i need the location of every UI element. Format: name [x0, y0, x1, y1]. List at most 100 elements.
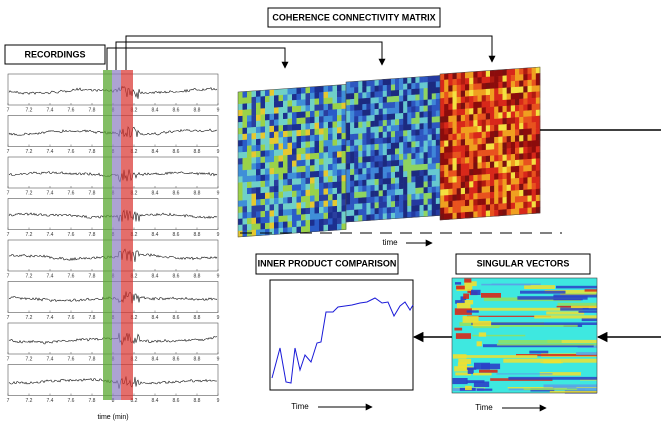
matrix-cell: [532, 177, 536, 184]
matrix-cell: [478, 211, 482, 218]
matrix-cell: [461, 90, 465, 97]
matrix-cell: [315, 147, 320, 154]
matrix-cell: [354, 192, 358, 198]
matrix-cell: [283, 203, 288, 210]
matrix-cell: [238, 128, 243, 135]
matrix-cell: [315, 195, 320, 202]
matrix-cell: [473, 163, 477, 170]
matrix-cell: [297, 184, 302, 191]
matrix-cell: [337, 109, 342, 116]
matrix-cell: [301, 148, 306, 155]
x-tick-label: 9: [217, 190, 220, 196]
matrix-cell: [461, 145, 465, 152]
matrix-cell: [247, 145, 252, 152]
matrix-cell: [424, 100, 428, 106]
matrix-cell: [270, 96, 275, 103]
matrix-cell: [358, 186, 362, 192]
matrix-cell: [346, 134, 350, 140]
matrix-cell: [536, 85, 540, 92]
matrix-cell: [379, 184, 383, 190]
matrix-cell: [498, 94, 502, 101]
matrix-cell: [319, 86, 324, 93]
matrix-cell: [494, 210, 498, 217]
x-tick-label: 7.4: [47, 232, 54, 238]
matrix-cell: [337, 121, 342, 128]
matrix-cell: [482, 126, 486, 133]
matrix-cell: [403, 84, 407, 90]
matrix-cell: [256, 175, 261, 182]
matrix-cell: [478, 181, 482, 188]
matrix-cell: [358, 168, 362, 174]
matrix-cell: [503, 148, 507, 155]
matrix-cell: [440, 147, 444, 154]
matrix-cell: [328, 140, 333, 147]
matrix-cell: [515, 135, 519, 142]
matrix-cell: [297, 130, 302, 137]
matrix-cell: [444, 128, 448, 135]
matrix-cell: [453, 85, 457, 92]
matrix-cell: [261, 169, 266, 176]
matrix-cell: [415, 100, 419, 106]
matrix-cell: [478, 199, 482, 206]
matrix-cell: [270, 180, 275, 187]
matrix-cell: [319, 219, 324, 226]
matrix-cell: [315, 141, 320, 148]
matrix-cell: [315, 225, 320, 232]
heatmap-streak: [576, 352, 597, 355]
matrix-cell: [519, 74, 523, 81]
matrix-cell: [465, 127, 469, 134]
matrix-cell: [473, 102, 477, 109]
matrix-cell: [519, 105, 523, 112]
x-tick-label: 7.6: [68, 149, 75, 155]
matrix-cell: [399, 101, 403, 107]
matrix-cell: [301, 111, 306, 118]
matrix-cell: [536, 164, 540, 171]
matrix-cell: [444, 140, 448, 147]
matrix-cell: [420, 199, 424, 205]
matrix-cell: [494, 179, 498, 186]
matrix-cell: [448, 91, 452, 98]
heatmap-streak: [474, 382, 489, 388]
matrix-cell: [407, 89, 411, 95]
matrix-cell: [333, 224, 338, 231]
matrix-cell: [490, 186, 494, 193]
matrix-cell: [358, 157, 362, 163]
matrix-cell: [283, 221, 288, 228]
matrix-cell: [383, 190, 387, 196]
matrix-cell: [507, 106, 511, 113]
matrix-cell: [310, 93, 315, 100]
matrix-cell: [375, 80, 379, 86]
matrix-cell: [319, 201, 324, 208]
matrix-cell: [391, 119, 395, 125]
matrix-cell: [256, 199, 261, 206]
matrix-cell: [482, 138, 486, 145]
matrix-cell: [490, 174, 494, 181]
matrix-cell: [507, 142, 511, 149]
matrix-cell: [283, 179, 288, 186]
matrix-cell: [306, 141, 311, 148]
matrix-cell: [274, 186, 279, 193]
matrix-cell: [274, 95, 279, 102]
matrix-cell: [297, 142, 302, 149]
matrix-cell: [319, 207, 324, 214]
matrix-cell: [528, 153, 532, 160]
matrix-cell: [324, 98, 329, 105]
heatmap-streak: [457, 303, 471, 309]
matrix-cell: [473, 71, 477, 78]
matrix-cell: [238, 231, 243, 238]
matrix-cell: [261, 175, 266, 182]
matrix-cell: [301, 136, 306, 143]
matrix-cell: [306, 214, 311, 221]
matrix-cell: [478, 101, 482, 108]
matrix-cell: [453, 170, 457, 177]
matrix-cell: [297, 118, 302, 125]
matrix-cell: [274, 180, 279, 187]
matrix-cell: [292, 124, 297, 131]
matrix-cell: [490, 137, 494, 144]
heatmap-streak: [524, 389, 578, 391]
matrix-cell: [379, 138, 383, 144]
matrix-cell: [238, 164, 243, 171]
coherence-matrix: [346, 75, 444, 222]
matrix-cell: [523, 104, 527, 111]
matrix-cell: [399, 195, 403, 201]
